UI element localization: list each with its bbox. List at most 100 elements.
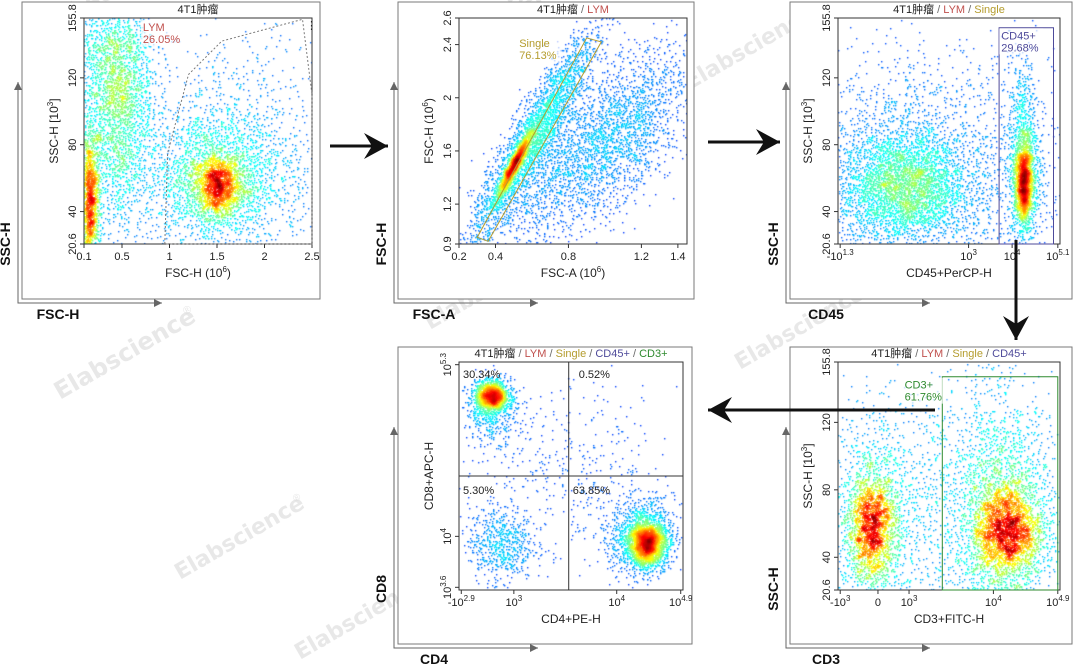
gate-percentage: 61.76% — [905, 392, 943, 404]
outer-x-arrowhead — [154, 299, 162, 307]
gate-name: Single — [519, 38, 550, 50]
outer-y-arrowhead — [390, 427, 398, 435]
chart-panel-p3: 4T1肿瘤 / LYM / Single-101.3 103 104 105.120.… — [765, 1, 1073, 322]
y-tick-label: 2.4 — [442, 37, 454, 52]
y-axis-label: SSC-H [103] — [46, 98, 61, 163]
chart-panel-p5: 4T1肿瘤 / LYM / Single / CD45+ / CD3+-102.… — [373, 346, 693, 667]
y-axis-label: SSC-H [103] — [800, 98, 815, 163]
x-tick-label: 0 — [875, 597, 881, 609]
x-tick-label: 1.2 — [634, 251, 649, 263]
gate-single — [476, 37, 603, 242]
outer-y-label: SSC-H — [0, 222, 13, 266]
y-tick-label: 1.2 — [442, 196, 454, 211]
gate-percentage: 76.13% — [519, 50, 557, 62]
x-axis-label: CD3+FITC-H — [914, 612, 984, 626]
outer-x-label: CD3 — [812, 651, 840, 666]
gate-lym — [164, 18, 313, 245]
plot-area — [837, 17, 1061, 245]
gate-label-bg — [140, 20, 185, 47]
outer-y-label: CD8 — [373, 575, 389, 603]
chart-title: 4T1肿瘤 / LYM / Single — [893, 2, 1005, 16]
outer-x-label: CD4 — [420, 651, 448, 666]
outer-y-arrowhead — [782, 82, 790, 90]
chart-title: 4T1肿瘤 / LYM / Single / CD45+ — [871, 346, 1026, 360]
x-tick-label: 1.4 — [670, 251, 685, 263]
x-tick-label: 2.5 — [304, 251, 319, 263]
y-tick-label: 80 — [67, 139, 79, 151]
outer-x-label: FSC-H — [37, 306, 80, 322]
y-tick-label: 80 — [821, 139, 833, 151]
svg-text:Elabscience: Elabscience — [171, 491, 309, 585]
outer-x-arrowhead — [922, 644, 930, 652]
y-tick-label: 2 — [442, 95, 454, 101]
outer-x-label: CD45 — [808, 306, 844, 322]
y-axis-label: SSC-H [103] — [800, 443, 815, 508]
gate-percentage: 26.05% — [143, 34, 181, 46]
chart-panel-p4: 4T1肿瘤 / LYM / Single / CD45+-103 0 103 104 1… — [765, 346, 1073, 667]
outer-y-label: FSC-H — [373, 223, 389, 266]
y-tick-label: 80 — [821, 484, 833, 496]
x-tick-label: 1 — [166, 251, 172, 263]
x-tick-label: 1.5 — [209, 251, 224, 263]
x-axis-label: CD45+PerCP-H — [906, 266, 992, 280]
y-tick-label: 40 — [67, 205, 79, 217]
outer-axes — [785, 427, 930, 649]
chart-panel-p1: 4T1肿瘤 0.1 0.5 1 1.5 2 2.5 20.6 40 80 120 155.8 FSC-H… — [0, 1, 321, 322]
outer-axes — [393, 82, 538, 304]
quadrant-label-q-lower-right: 63.85% — [573, 485, 611, 497]
density-points — [838, 18, 1060, 244]
panel-menu-icon: ⋮ — [306, 20, 317, 32]
quadrant-label-q-upper-left: 30.34% — [463, 369, 501, 381]
x-tick-label: 0.4 — [488, 251, 503, 263]
y-tick-label: 120 — [821, 69, 833, 87]
chart-title: 4T1肿瘤 / LYM — [537, 2, 609, 16]
plot-area — [458, 17, 688, 245]
gate-label-bg — [517, 36, 562, 63]
x-tick-label: -103 — [830, 594, 851, 609]
chart-title: 4T1肿瘤 / LYM / Single / CD45+ / CD3+ — [474, 346, 667, 360]
flow-arrow-3-to-4 — [1003, 240, 1029, 340]
x-axis-label: FSC-H (106) — [165, 265, 231, 280]
y-tick-label: 0.9 — [442, 236, 454, 251]
quadrant-label-q-upper-right: 0.52% — [579, 369, 610, 381]
gate-label-bg — [902, 377, 947, 404]
y-tick-label: 155.8 — [67, 4, 79, 32]
outer-y-label: SSC-H — [765, 567, 781, 611]
outer-axes — [17, 82, 162, 304]
flow-arrow-1-to-2 — [330, 133, 388, 159]
gate-cd3-plus — [941, 376, 1059, 591]
x-axis-label: CD4+PE-H — [541, 612, 601, 626]
y-tick-label: 2.6 — [442, 10, 454, 25]
gate-name: CD45+ — [1001, 30, 1036, 42]
y-tick-label: 20.6 — [67, 233, 79, 254]
outer-x-label: FSC-A — [413, 306, 456, 322]
chart-panel-p2: 4T1肿瘤 / LYM 0.2 0.4 0.8 1.2 1.4 0.9 1.2 1.6 2 2.4 2… — [373, 1, 695, 322]
y-tick-label: 40 — [821, 205, 833, 217]
y-tick-label: 20.6 — [821, 579, 833, 600]
outer-y-arrowhead — [390, 82, 398, 90]
y-tick-label: 155.8 — [821, 4, 833, 32]
plot-area — [83, 17, 313, 245]
outer-axes — [785, 82, 930, 304]
outer-y-arrowhead — [14, 82, 22, 90]
y-tick-label: 120 — [67, 69, 79, 87]
gate-cd45-plus — [998, 27, 1054, 245]
x-tick-label: 2 — [261, 251, 267, 263]
y-axis-label: FSC-H (106) — [421, 98, 436, 164]
outer-x-arrowhead — [530, 644, 538, 652]
watermark: Elabscience® — [171, 491, 309, 585]
gate-percentage: 29.68% — [1001, 42, 1039, 54]
outer-x-arrowhead — [922, 299, 930, 307]
outer-axes — [393, 427, 538, 649]
density-points — [838, 362, 1060, 590]
flow-arrow-2-to-3 — [708, 129, 780, 155]
x-tick-label: 0.1 — [76, 251, 91, 263]
density-points — [84, 18, 312, 244]
gate-name: LYM — [143, 22, 165, 34]
x-tick-label: 0.2 — [451, 251, 466, 263]
density-points — [459, 18, 687, 244]
y-tick-label: 120 — [821, 413, 833, 431]
y-tick-label: 155.8 — [821, 348, 833, 376]
